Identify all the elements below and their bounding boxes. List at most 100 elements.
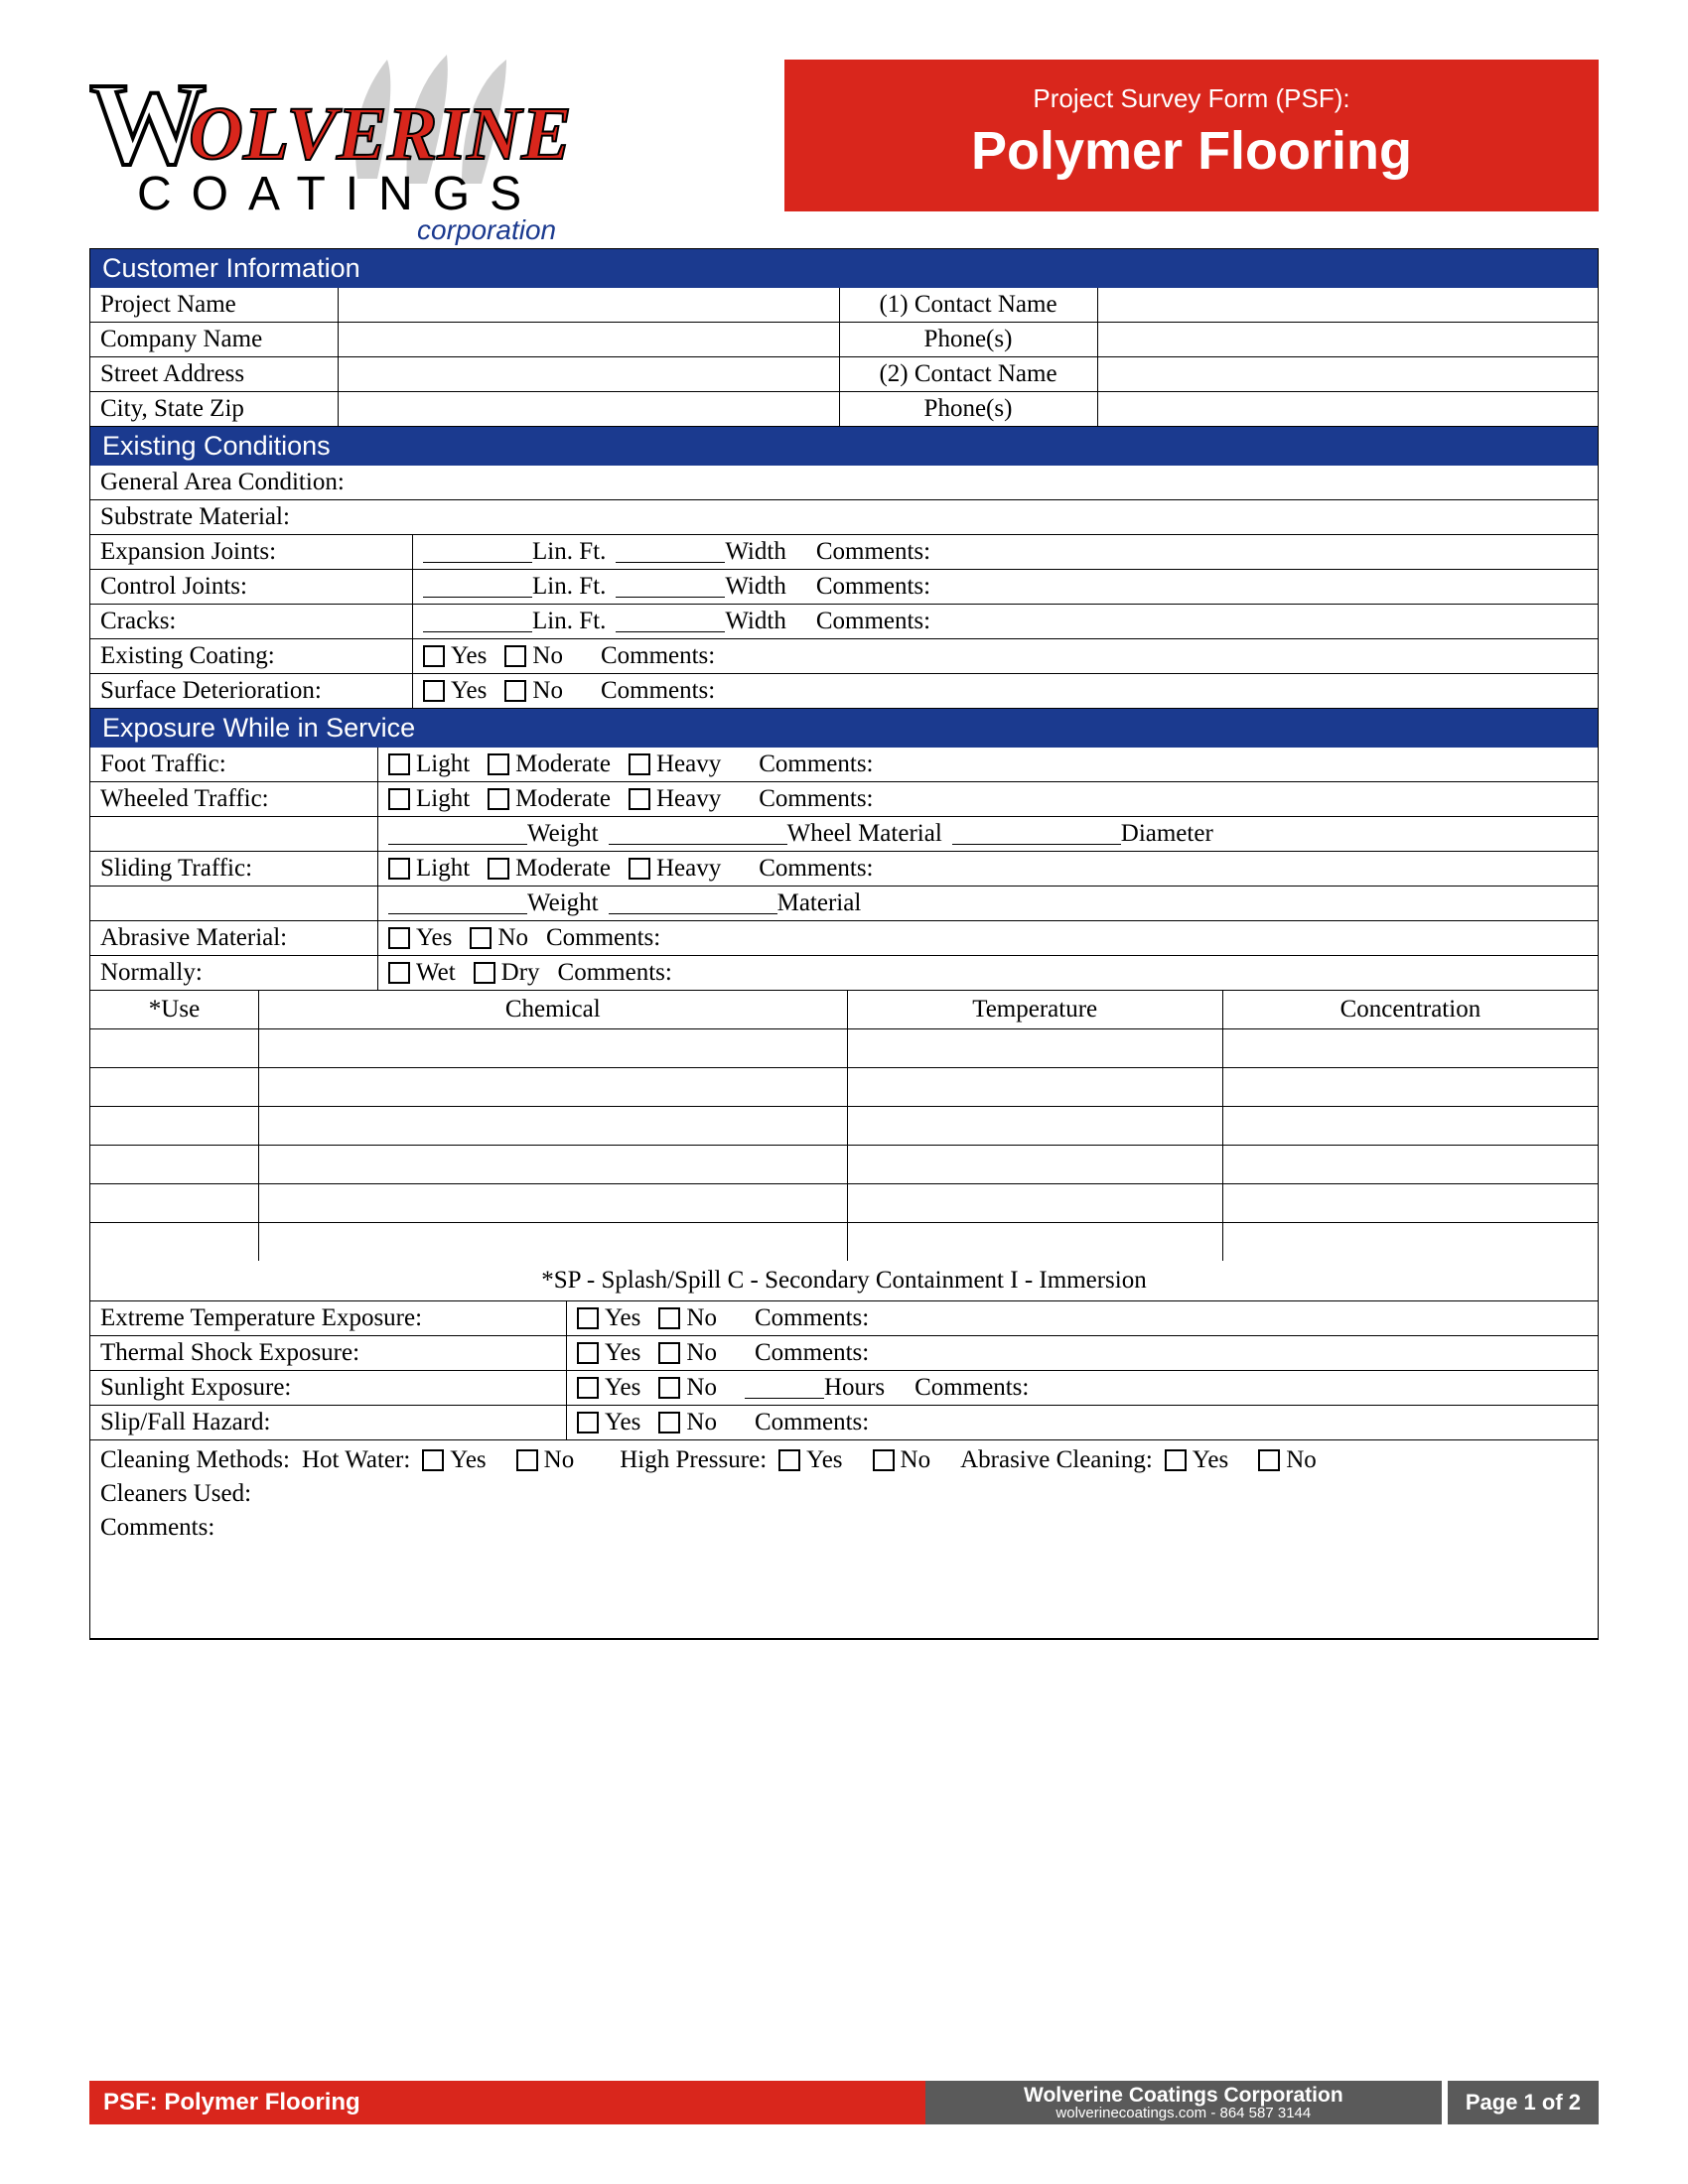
sliding-moderate-checkbox[interactable]: Moderate <box>488 855 611 883</box>
phone1-field[interactable] <box>1098 323 1599 356</box>
chem-row[interactable] <box>90 1107 1598 1146</box>
wheeled-details-row: Weight Wheel Material Diameter <box>90 817 1598 852</box>
normally-wet-checkbox[interactable]: Wet <box>388 959 456 987</box>
general-area-label: General Area Condition: <box>90 466 1598 499</box>
sliding-heavy-checkbox[interactable]: Heavy <box>629 855 721 883</box>
project-name-label: Project Name <box>90 288 339 322</box>
chem-row[interactable] <box>90 1223 1598 1261</box>
comments-label: Comments: <box>816 538 930 566</box>
high-pressure-label: High Pressure: <box>620 1446 767 1474</box>
control-joints-fields[interactable]: Lin. Ft. Width Comments: <box>413 570 1598 604</box>
footer-company: Wolverine Coatings Corporation <box>945 2085 1422 2106</box>
extreme-temp-label: Extreme Temperature Exposure: <box>90 1301 567 1335</box>
wheeled-traffic-label: Wheeled Traffic: <box>90 782 378 816</box>
company-name-field[interactable] <box>339 323 840 356</box>
city-field[interactable] <box>339 392 840 426</box>
foot-moderate-checkbox[interactable]: Moderate <box>488 751 611 778</box>
sliding-details-fields[interactable]: Weight Material <box>378 887 1598 920</box>
chemical-table: *Use Chemical Temperature Concentration <box>90 991 1598 1261</box>
wheeled-moderate-checkbox[interactable]: Moderate <box>488 785 611 813</box>
foot-traffic-row: Foot Traffic: Light Moderate Heavy Comme… <box>90 748 1598 782</box>
thermal-shock-label: Thermal Shock Exposure: <box>90 1336 567 1370</box>
highpress-yes-checkbox[interactable]: Yes <box>778 1446 842 1474</box>
coating-no-checkbox[interactable]: No <box>504 642 563 670</box>
coating-yes-checkbox[interactable]: Yes <box>423 642 487 670</box>
chem-temp-header: Temperature <box>848 991 1223 1028</box>
sliding-details-row: Weight Material <box>90 887 1598 921</box>
sunlight-no-checkbox[interactable]: No <box>658 1374 717 1402</box>
abrasive-yes-checkbox[interactable]: Yes <box>388 924 452 952</box>
contact2-field[interactable] <box>1098 357 1599 391</box>
thermal-no-checkbox[interactable]: No <box>658 1339 717 1367</box>
street-field[interactable] <box>339 357 840 391</box>
chem-row[interactable] <box>90 1146 1598 1184</box>
company-name-label: Company Name <box>90 323 339 356</box>
expansion-joints-fields[interactable]: Lin. Ft. Width Comments: <box>413 535 1598 569</box>
wheeled-heavy-checkbox[interactable]: Heavy <box>629 785 721 813</box>
hotwater-no-checkbox[interactable]: No <box>516 1446 575 1474</box>
slip-yes-checkbox[interactable]: Yes <box>577 1409 640 1436</box>
existing-coating-fields: Yes No Comments: <box>413 639 1598 673</box>
wheeled-traffic-fields: Light Moderate Heavy Comments: <box>378 782 1598 816</box>
slip-fall-row: Slip/Fall Hazard: Yes No Comments: <box>90 1406 1598 1440</box>
linft-label: Lin. Ft. <box>532 538 606 566</box>
cracks-fields[interactable]: Lin. Ft. Width Comments: <box>413 605 1598 638</box>
abrasive-row: Abrasive Material: Yes No Comments: <box>90 921 1598 956</box>
phone1-label: Phone(s) <box>840 323 1098 356</box>
deter-no-checkbox[interactable]: No <box>504 677 563 705</box>
extreme-temp-fields: Yes No Comments: <box>567 1301 1598 1335</box>
normally-dry-checkbox[interactable]: Dry <box>474 959 540 987</box>
banner-subtitle: Project Survey Form (PSF): <box>814 83 1569 114</box>
cust-row-1: Project Name (1) Contact Name <box>90 288 1598 323</box>
street-label: Street Address <box>90 357 339 391</box>
sliding-traffic-row: Sliding Traffic: Light Moderate Heavy Co… <box>90 852 1598 887</box>
page-footer: PSF: Polymer Flooring Wolverine Coatings… <box>89 2081 1599 2124</box>
form-container: Customer Information Project Name (1) Co… <box>89 248 1599 1640</box>
title-banner: Project Survey Form (PSF): Polymer Floor… <box>784 60 1599 211</box>
slip-fall-fields: Yes No Comments: <box>567 1406 1598 1439</box>
abrclean-no-checkbox[interactable]: No <box>1258 1446 1317 1474</box>
sunlight-yes-checkbox[interactable]: Yes <box>577 1374 640 1402</box>
chem-row[interactable] <box>90 1068 1598 1107</box>
chem-row[interactable] <box>90 1029 1598 1068</box>
wheeled-light-checkbox[interactable]: Light <box>388 785 470 813</box>
cleaning-methods-label: Cleaning Methods: <box>100 1446 290 1474</box>
section-exposure: Exposure While in Service <box>90 709 1598 748</box>
expansion-joints-label: Expansion Joints: <box>90 535 413 569</box>
footer-middle: Wolverine Coatings Corporation wolverine… <box>925 2081 1442 2124</box>
logo: W OLVERINE COATINGS corporation <box>89 60 645 228</box>
project-name-field[interactable] <box>339 288 840 322</box>
sliding-traffic-label: Sliding Traffic: <box>90 852 378 886</box>
extreme-temp-row: Extreme Temperature Exposure: Yes No Com… <box>90 1301 1598 1336</box>
contact1-field[interactable] <box>1098 288 1599 322</box>
slip-no-checkbox[interactable]: No <box>658 1409 717 1436</box>
cust-row-4: City, State Zip Phone(s) <box>90 392 1598 427</box>
deterioration-label: Surface Deterioration: <box>90 674 413 708</box>
chem-row[interactable] <box>90 1184 1598 1223</box>
cracks-row: Cracks: Lin. Ft. Width Comments: <box>90 605 1598 639</box>
abrclean-yes-checkbox[interactable]: Yes <box>1165 1446 1228 1474</box>
deter-yes-checkbox[interactable]: Yes <box>423 677 487 705</box>
section-existing-conditions: Existing Conditions <box>90 427 1598 466</box>
foot-light-checkbox[interactable]: Light <box>388 751 470 778</box>
logo-name: OLVERINE <box>189 92 572 176</box>
chem-footnote: *SP - Splash/Spill C - Secondary Contain… <box>90 1261 1598 1300</box>
cleaners-used-label: Cleaners Used: <box>100 1480 251 1508</box>
thermal-yes-checkbox[interactable]: Yes <box>577 1339 640 1367</box>
abrasive-no-checkbox[interactable]: No <box>470 924 528 952</box>
normally-fields: Wet Dry Comments: <box>378 956 1598 990</box>
foot-heavy-checkbox[interactable]: Heavy <box>629 751 721 778</box>
hotwater-yes-checkbox[interactable]: Yes <box>422 1446 486 1474</box>
phone2-field[interactable] <box>1098 392 1599 426</box>
extreme-no-checkbox[interactable]: No <box>658 1304 717 1332</box>
logo-corporation: corporation <box>417 214 556 246</box>
extreme-yes-checkbox[interactable]: Yes <box>577 1304 640 1332</box>
wheeled-details-fields[interactable]: Weight Wheel Material Diameter <box>378 817 1598 851</box>
width-label: Width <box>725 538 786 566</box>
cleaning-methods-block: Cleaning Methods: Hot Water: Yes No High… <box>90 1440 1598 1639</box>
highpress-no-checkbox[interactable]: No <box>873 1446 931 1474</box>
abrasive-cleaning-label: Abrasive Cleaning: <box>960 1446 1153 1474</box>
wheeled-traffic-row: Wheeled Traffic: Light Moderate Heavy Co… <box>90 782 1598 817</box>
hot-water-label: Hot Water: <box>302 1446 410 1474</box>
sliding-light-checkbox[interactable]: Light <box>388 855 470 883</box>
